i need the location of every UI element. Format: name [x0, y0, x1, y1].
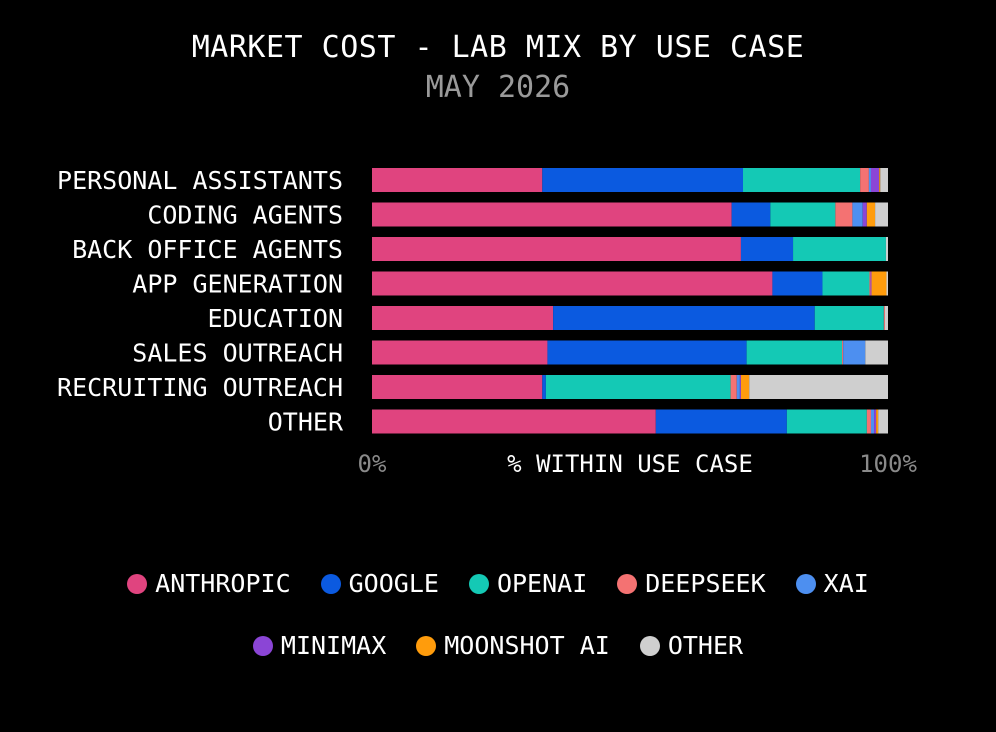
legend-label: MINIMAX — [280, 631, 387, 660]
category-label: CODING AGENTS — [147, 201, 343, 230]
chart-title: MARKET COST - LAB MIX BY USE CASE — [191, 30, 805, 65]
bar-segment-openai — [786, 409, 867, 434]
bar-segment-deepseek — [866, 409, 871, 434]
bar-segment-other — [875, 202, 888, 227]
bar-segment-anthropic — [372, 202, 732, 227]
bar-segment-minimax — [862, 202, 867, 227]
bar-segment-other — [878, 409, 888, 434]
legend-swatch-icon — [795, 573, 816, 594]
bar-segment-minimax — [874, 409, 877, 434]
bar-segment-xai — [870, 409, 875, 434]
category-label: BACK OFFICE AGENTS — [72, 235, 343, 264]
legend-label: MOONSHOT AI — [444, 631, 610, 660]
bar-segment-deepseek — [869, 271, 871, 296]
legend-row-1: ANTHROPIC GOOGLE OPENAI DEEPSEEK XAI — [0, 569, 996, 598]
legend-item: DEEPSEEK — [617, 569, 766, 598]
bar-segment-minimax — [870, 168, 880, 192]
bar-segment-other — [884, 306, 888, 330]
legend-label: DEEPSEEK — [645, 569, 766, 598]
bar-segment-google — [542, 375, 546, 399]
bar-segment-anthropic — [372, 375, 543, 399]
bar-segment-anthropic — [372, 409, 656, 434]
legend-swatch-icon — [127, 573, 148, 594]
bar-segment-openai — [822, 271, 870, 296]
bar-segment-other — [749, 375, 888, 399]
bar-segment-openai — [793, 237, 886, 261]
bar-segment-minimax — [870, 271, 872, 296]
x-axis-label: % WITHIN USE CASE — [507, 450, 753, 478]
legend-item: GOOGLE — [320, 569, 439, 598]
bar-segment-anthropic — [372, 237, 741, 261]
bar-segment-anthropic — [372, 340, 548, 365]
bar-segment-deepseek — [883, 306, 885, 330]
legend-swatch-icon — [468, 573, 489, 594]
bar-segment-openai — [770, 202, 836, 227]
bar-segment-other — [865, 340, 888, 365]
bar-segment-google — [553, 306, 815, 330]
bar-segment-deepseek — [730, 375, 737, 399]
bar-segment-google — [655, 409, 787, 434]
bar-segment-moonshot-ai — [871, 271, 887, 296]
category-label: PERSONAL ASSISTANTS — [57, 166, 343, 195]
legend-row-2: MINIMAX MOONSHOT AI OTHER — [0, 631, 996, 660]
x-tick-label: 0% — [358, 450, 387, 478]
bar-segment-google — [542, 168, 744, 192]
legend-swatch-icon — [617, 573, 638, 594]
legend-item: XAI — [795, 569, 869, 598]
bar-segment-openai — [743, 168, 861, 192]
bar-segment-openai — [814, 306, 884, 330]
bar-segment-minimax — [739, 375, 741, 399]
bar-segment-moonshot-ai — [740, 375, 750, 399]
category-label: EDUCATION — [208, 304, 343, 333]
category-label: SALES OUTREACH — [132, 339, 343, 368]
bar-segment-other — [880, 168, 888, 192]
legend-swatch-icon — [416, 635, 437, 656]
legend-label: OTHER — [667, 631, 744, 660]
x-tick-label: 100% — [859, 450, 917, 478]
bar-segment-moonshot-ai — [866, 202, 876, 227]
bar-segment-openai — [545, 375, 731, 399]
bar-segment-xai — [843, 340, 866, 365]
bar-segment-google — [772, 271, 823, 296]
stacked-bar-chart: PERSONAL ASSISTANTS CODING AGENTS BACK OFF… — [57, 166, 917, 478]
bar-segment-google — [731, 202, 771, 227]
bar-segment-xai — [736, 375, 740, 399]
legend-label: GOOGLE — [348, 569, 439, 598]
category-label: APP GENERATION — [132, 270, 343, 299]
bar-segment-xai — [852, 202, 863, 227]
bar-segment-anthropic — [372, 271, 773, 296]
legend-label: XAI — [823, 569, 869, 598]
bar-segment-other — [885, 237, 888, 261]
legend-label: ANTHROPIC — [155, 569, 291, 598]
bar-segment-openai — [746, 340, 843, 365]
legend-item: MOONSHOT AI — [416, 631, 610, 660]
bar-segment-anthropic — [372, 306, 554, 330]
bar-segment-google — [740, 237, 794, 261]
bar-segment-anthropic — [372, 168, 543, 192]
legend-item: ANTHROPIC — [127, 569, 291, 598]
legend-label: OPENAI — [496, 569, 588, 598]
category-label: RECRUITING OUTREACH — [57, 373, 343, 402]
bar-segment-deepseek — [842, 340, 844, 365]
legend-item: OPENAI — [468, 569, 588, 598]
bar-segment-other — [886, 271, 888, 296]
legend-item: OTHER — [639, 631, 744, 660]
bar-segment-google — [547, 340, 747, 365]
chart-subtitle: MAY 2026 — [425, 70, 571, 105]
bar-segment-moonshot-ai — [876, 409, 879, 434]
bar-segment-deepseek — [860, 168, 869, 192]
legend-item: MINIMAX — [252, 631, 387, 660]
legend-swatch-icon — [320, 573, 341, 594]
bar-segment-xai — [868, 168, 871, 192]
bar-segment-deepseek — [835, 202, 853, 227]
legend-swatch-icon — [252, 635, 273, 656]
legend-swatch-icon — [639, 635, 660, 656]
bar-segment-moonshot-ai — [879, 168, 881, 192]
category-label: OTHER — [268, 408, 344, 437]
